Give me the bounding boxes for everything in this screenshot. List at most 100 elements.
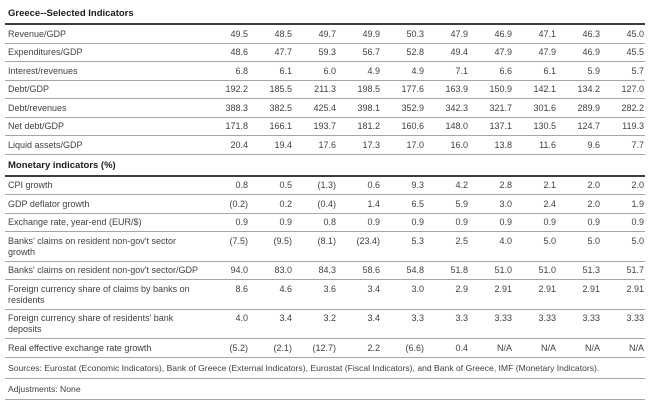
value-cell: 49.5 — [230, 28, 248, 39]
value-cell: 398.1 — [357, 102, 380, 113]
value-cell: 0.9 — [455, 217, 468, 227]
table-row: Debt/GDP 192.2 185.5 211.3 198.5 177.6 163.9 15… — [5, 81, 645, 99]
value-cell: 9.6 — [587, 139, 600, 150]
value-cell: 2.91 — [494, 283, 512, 294]
value-cell: 6.6 — [499, 65, 512, 76]
value-cell: 282.2 — [621, 102, 644, 113]
value-cell: 5.0 — [543, 235, 556, 246]
row-label: Foreign currency share of residents' ban… — [8, 313, 174, 334]
value-cell: 1.9 — [631, 198, 644, 209]
value-cell: 0.9 — [587, 217, 600, 227]
value-cell: 289.9 — [577, 102, 600, 113]
value-cell: 342.3 — [445, 102, 468, 113]
value-cell: (0.2) — [229, 198, 248, 209]
value-cell: 211.3 — [314, 84, 336, 94]
value-cell: 51.0 — [494, 265, 512, 275]
value-cell: 2.9 — [455, 283, 468, 294]
value-cell: 127.0 — [621, 84, 644, 94]
value-cell: 171.8 — [225, 121, 248, 131]
value-cell: 301.6 — [533, 102, 556, 113]
value-cell: 2.5 — [455, 235, 468, 246]
value-cell: 3.33 — [626, 313, 644, 323]
value-cell: 49.7 — [318, 28, 336, 39]
value-cell: (7.5) — [229, 235, 248, 246]
value-cell: 13.8 — [494, 139, 512, 150]
value-cell: (6.6) — [405, 342, 424, 353]
value-cell: (12.7) — [312, 342, 336, 353]
value-cell: 4.2 — [455, 180, 468, 190]
table-row: Foreign currency share of claims by bank… — [5, 280, 645, 310]
value-cell: 177.6 — [401, 84, 424, 94]
value-cell: 5.3 — [411, 235, 424, 246]
value-cell: 50.3 — [406, 28, 424, 39]
section-header: Monetary indicators (%) — [5, 155, 645, 177]
value-cell: 49.4 — [450, 47, 468, 57]
value-cell: 3.33 — [582, 313, 600, 323]
row-label: Debt/revenues — [8, 102, 67, 113]
value-cell: 2.4 — [543, 198, 556, 209]
row-label: GDP deflator growth — [8, 198, 90, 209]
value-cell: 0.4 — [455, 342, 468, 353]
value-cell: 5.9 — [587, 65, 600, 76]
value-cell: 2.91 — [626, 283, 644, 294]
value-cell: 5.0 — [587, 235, 600, 246]
value-cell: 0.9 — [411, 217, 424, 227]
value-cell: 59.3 — [318, 47, 336, 57]
value-cell: 382.5 — [269, 102, 292, 113]
value-cell: 4.0 — [235, 313, 248, 323]
value-cell: 3.2 — [323, 313, 336, 323]
value-cell: 2.0 — [631, 180, 644, 190]
value-cell: 11.6 — [539, 139, 556, 150]
value-cell: 46.9 — [582, 47, 600, 57]
value-cell: 181.2 — [357, 121, 380, 131]
row-label: Real effective exchange rate growth — [8, 342, 152, 353]
table-row: Expenditures/GDP 48.6 47.7 59.3 56.7 52.8 49.4… — [5, 44, 645, 62]
value-cell: 94.0 — [230, 265, 248, 275]
value-cell: (8.1) — [317, 235, 336, 246]
table-row: Interest/revenues 6.8 6.1 6.0 4.9 4.9 7.1 6.6 6.… — [5, 62, 645, 81]
indicators-page: Greece--Selected Indicators Revenue/GDP 4… — [5, 8, 645, 400]
value-cell: (23.4) — [356, 235, 380, 246]
value-cell: 2.0 — [587, 198, 600, 209]
value-cell: 52.8 — [406, 47, 424, 57]
value-cell: 0.9 — [367, 217, 380, 227]
value-cell: 137.1 — [489, 121, 512, 131]
value-cell: 5.0 — [631, 235, 644, 246]
value-cell: 84.3 — [318, 265, 336, 275]
value-cell: 51.3 — [582, 265, 600, 275]
value-cell: 51.7 — [626, 265, 644, 275]
value-cell: 17.3 — [362, 139, 380, 150]
value-cell: 0.8 — [323, 217, 336, 227]
row-label: Revenue/GDP — [8, 28, 67, 39]
value-cell: N/A — [540, 342, 556, 353]
row-label: CPI growth — [8, 180, 53, 190]
value-cell: 0.9 — [631, 217, 644, 227]
table-row: GDP deflator growth (0.2) 0.2 (0.4) 1.4 6.5 5.… — [5, 195, 645, 214]
value-cell: 2.8 — [499, 180, 512, 190]
value-cell: 3.3 — [455, 313, 468, 323]
value-cell: 0.8 — [235, 180, 248, 190]
value-cell: 0.6 — [367, 180, 380, 190]
value-cell: 134.2 — [577, 84, 600, 94]
value-cell: (5.2) — [229, 342, 248, 353]
value-cell: 3.4 — [367, 283, 380, 294]
row-label: Foreign currency share of claims by bank… — [8, 283, 190, 305]
value-cell: 2.0 — [587, 180, 600, 190]
value-cell: 3.0 — [411, 283, 424, 294]
value-cell: 47.9 — [450, 28, 468, 39]
value-cell: 3.6 — [323, 283, 336, 294]
value-cell: 6.0 — [323, 65, 336, 76]
value-cell: 17.0 — [406, 139, 424, 150]
value-cell: 148.0 — [445, 121, 468, 131]
value-cell: 6.5 — [411, 198, 424, 209]
value-cell: 45.0 — [626, 28, 644, 39]
value-cell: 5.9 — [455, 198, 468, 209]
value-cell: 3.33 — [538, 313, 556, 323]
value-cell: 321.7 — [489, 102, 512, 113]
value-cell: 0.9 — [235, 217, 248, 227]
value-cell: 16.0 — [450, 139, 468, 150]
value-cell: 48.6 — [230, 47, 248, 57]
value-cell: 4.9 — [367, 65, 380, 76]
row-label: Liquid assets/GDP — [8, 139, 83, 150]
value-cell: N/A — [496, 342, 512, 353]
